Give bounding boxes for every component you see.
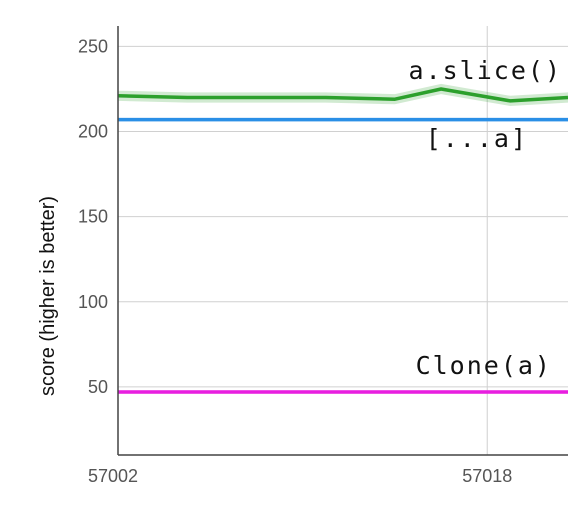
series-label: [...a] — [426, 124, 528, 153]
series-label: Clone(a) — [416, 351, 552, 380]
series-line — [117, 87, 568, 103]
y-tick-label: 50 — [88, 377, 108, 397]
label-layer: a.slice() [...a] Clone(a) — [409, 56, 562, 380]
y-tick-label: 100 — [78, 292, 108, 312]
x-tick-label: 57002 — [88, 466, 138, 486]
x-tick-label: 57018 — [462, 466, 512, 486]
y-tick-label: 250 — [78, 36, 108, 56]
axis-layer: 50 100 150 200 250 57002 57018 — [78, 26, 568, 486]
y-axis-label: score (higher is better) — [37, 196, 59, 396]
y-tick-label: 200 — [78, 122, 108, 142]
series-band — [118, 83, 568, 107]
series-label: a.slice() — [409, 56, 562, 85]
line-layer — [117, 87, 568, 394]
y-tick-label: 150 — [78, 207, 108, 227]
